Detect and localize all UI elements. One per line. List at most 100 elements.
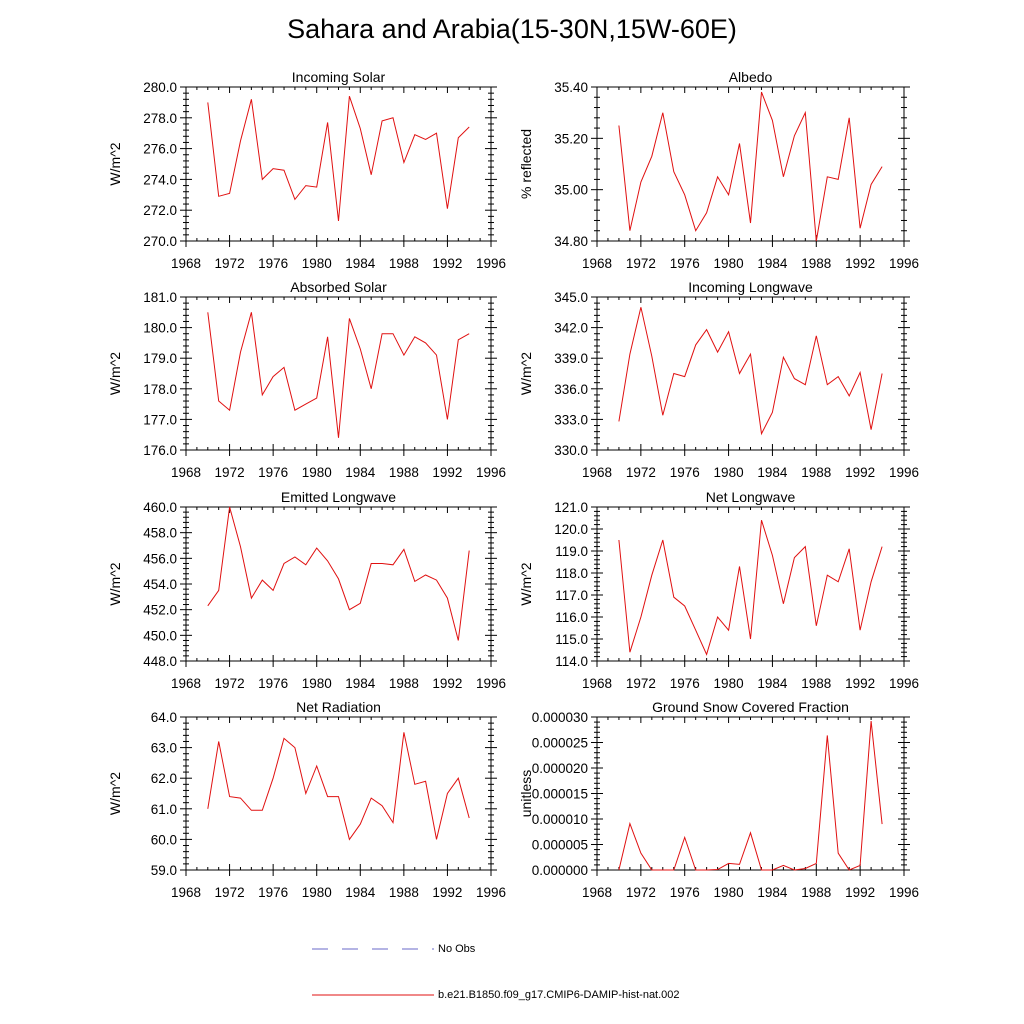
y-axis-label: unitless (518, 770, 534, 817)
y-axis-label: W/m^2 (518, 562, 534, 605)
x-tick-label: 1980 (714, 676, 744, 691)
panel-1: Incoming Solar W/m^2 1968 1972 1976 1980 1984 1… (107, 69, 506, 271)
panel-title: Net Longwave (706, 489, 796, 505)
x-tick-label: 1968 (171, 676, 201, 691)
y-tick-label: 64.0 (151, 710, 177, 725)
x-tick-label: 1984 (345, 885, 376, 900)
x-tick-label: 1976 (670, 676, 700, 691)
panel-4: Incoming Longwave W/m^2 1968 1972 1976 1980 19… (518, 279, 919, 480)
series-line (618, 721, 883, 871)
y-tick-label: 118.0 (555, 566, 588, 581)
x-tick-label: 1992 (845, 465, 875, 480)
x-tick-label: 1972 (626, 676, 656, 691)
plot-frame (596, 296, 905, 451)
series-line (207, 312, 470, 438)
y-tick-label: 35.40 (554, 80, 588, 95)
y-tick-label: 0.000000 (532, 863, 588, 878)
x-tick-label: 1988 (801, 465, 831, 480)
y-axis-label: % reflected (518, 129, 534, 199)
x-tick-label: 1988 (389, 885, 419, 900)
x-tick-label: 1968 (582, 465, 612, 480)
y-tick-label: 270.0 (143, 234, 177, 249)
x-tick-label: 1976 (258, 676, 288, 691)
x-tick-label: 1984 (345, 465, 376, 480)
y-tick-label: 330.0 (554, 443, 588, 458)
x-tick-label: 1972 (215, 465, 245, 480)
x-tick-label: 1976 (258, 885, 288, 900)
y-tick-label: 336.0 (554, 382, 588, 397)
y-tick-label: 35.20 (554, 131, 588, 146)
x-tick-label: 1984 (757, 676, 788, 691)
y-tick-label: 0.000010 (532, 812, 588, 827)
x-tick-label: 1968 (582, 885, 612, 900)
panel-title: Emitted Longwave (281, 489, 396, 505)
plot-frame (185, 296, 492, 451)
y-tick-label: 177.0 (143, 412, 177, 427)
y-tick-label: 120.0 (554, 522, 588, 537)
y-tick-label: 119.0 (555, 544, 588, 559)
x-tick-label: 1972 (626, 465, 656, 480)
y-tick-label: 114.0 (555, 654, 588, 669)
x-tick-label: 1980 (302, 885, 332, 900)
x-tick-label: 1972 (215, 256, 245, 271)
x-tick-label: 1976 (670, 256, 700, 271)
panel-title: Absorbed Solar (290, 279, 387, 295)
x-tick-label: 1984 (757, 465, 788, 480)
series-line (207, 506, 470, 641)
x-tick-label: 1980 (302, 676, 332, 691)
y-tick-label: 62.0 (151, 771, 177, 786)
x-tick-label: 1992 (432, 256, 462, 271)
y-tick-label: 280.0 (143, 80, 177, 95)
y-tick-label: 342.0 (554, 321, 588, 336)
x-tick-label: 1992 (432, 465, 462, 480)
y-tick-label: 452.0 (143, 603, 177, 618)
y-tick-label: 272.0 (143, 203, 177, 218)
figure-title: Sahara and Arabia(15-30N,15W-60E) (287, 14, 737, 44)
y-axis-label: W/m^2 (107, 562, 123, 605)
x-tick-label: 1988 (389, 465, 419, 480)
y-tick-label: 454.0 (143, 577, 177, 592)
plot-frame (185, 716, 492, 871)
x-tick-label: 1988 (801, 885, 831, 900)
y-tick-label: 180.0 (143, 321, 177, 336)
y-tick-label: 276.0 (143, 142, 177, 157)
x-tick-label: 1996 (476, 465, 506, 480)
y-tick-label: 121.0 (554, 500, 588, 515)
x-tick-label: 1968 (582, 256, 612, 271)
y-tick-label: 0.000020 (532, 761, 588, 776)
series-line (618, 91, 883, 242)
panel-title: Albedo (729, 69, 773, 85)
x-tick-label: 1996 (889, 885, 919, 900)
y-tick-label: 181.0 (143, 290, 177, 305)
x-tick-label: 1972 (626, 885, 656, 900)
x-tick-label: 1968 (582, 676, 612, 691)
x-tick-label: 1972 (215, 676, 245, 691)
x-tick-label: 1984 (757, 885, 788, 900)
panel-title: Incoming Longwave (688, 279, 813, 295)
y-tick-label: 115.0 (555, 632, 588, 647)
series-line (207, 732, 470, 841)
x-tick-label: 1968 (171, 885, 201, 900)
x-tick-label: 1988 (801, 676, 831, 691)
x-tick-label: 1980 (714, 256, 744, 271)
x-tick-label: 1968 (171, 465, 201, 480)
panel-7: Net Radiation W/m^2 1968 1972 1976 1980 1984 19… (107, 699, 506, 900)
series-line (618, 520, 883, 656)
y-tick-label: 339.0 (554, 351, 588, 366)
panel-3: Absorbed Solar W/m^2 1968 1972 1976 1980 1984 1… (107, 279, 506, 480)
x-tick-label: 1996 (476, 676, 506, 691)
x-tick-label: 1996 (889, 465, 919, 480)
y-axis-label: W/m^2 (518, 352, 534, 395)
y-tick-label: 61.0 (151, 802, 177, 817)
x-tick-label: 1980 (302, 256, 332, 271)
y-tick-label: 116.0 (555, 610, 588, 625)
y-tick-label: 178.0 (143, 382, 177, 397)
x-tick-label: 1972 (215, 885, 245, 900)
y-tick-label: 176.0 (143, 443, 177, 458)
x-tick-label: 1980 (302, 465, 332, 480)
y-tick-label: 179.0 (143, 351, 177, 366)
y-tick-label: 59.0 (151, 863, 177, 878)
panel-title: Net Radiation (296, 699, 381, 715)
y-tick-label: 0.000025 (532, 736, 588, 751)
